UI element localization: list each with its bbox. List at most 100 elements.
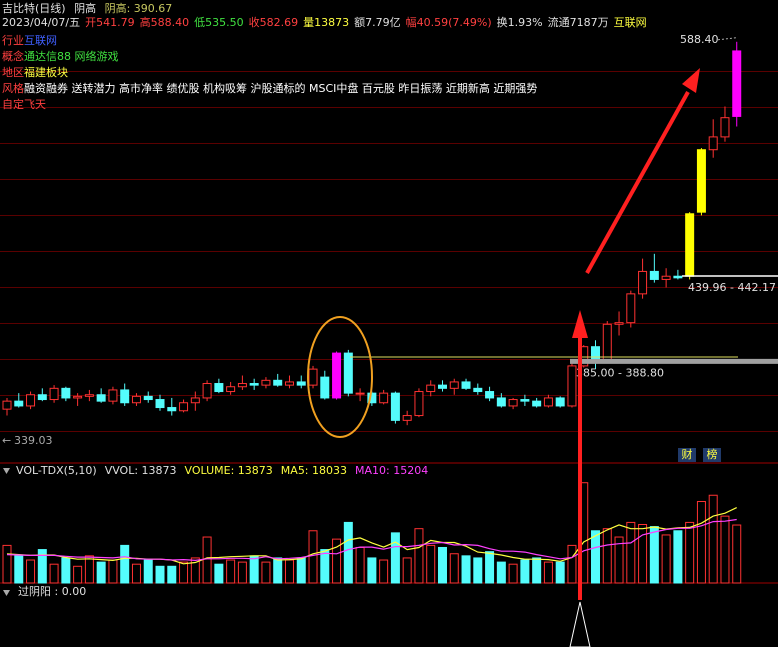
quote-item: 互联网 — [613, 16, 647, 29]
info-text: 互联网 — [24, 34, 57, 47]
candle-body — [661, 275, 671, 280]
panel-icon — [3, 590, 10, 596]
quote-item: 收582.69 — [248, 16, 299, 29]
info-text: 通达信88 网络游戏 — [24, 50, 119, 63]
volume-bar — [284, 559, 294, 584]
candle-body — [273, 379, 283, 386]
volume-bar — [485, 551, 495, 584]
info-label: 地区 — [2, 66, 24, 79]
volume-bar — [179, 561, 189, 584]
price-level-label: 439.96 - 442.17 — [688, 281, 776, 294]
volume-bar — [261, 561, 271, 584]
volume-bar — [202, 536, 212, 584]
candle-body — [155, 399, 165, 409]
volume-bar — [449, 553, 459, 584]
candle-body — [2, 400, 12, 410]
quote-item: 高588.40 — [139, 16, 190, 29]
candle-body — [249, 383, 259, 386]
candle-body — [402, 415, 412, 421]
candle-body — [96, 394, 106, 402]
candle-body — [343, 352, 353, 394]
candle-body — [567, 365, 577, 407]
volume-bar — [379, 559, 389, 584]
indicator-name: 阴高 — [74, 2, 97, 15]
candle-body — [532, 400, 542, 407]
low-label: 339.03 — [14, 434, 53, 447]
volume-bar — [520, 559, 530, 584]
candle-body — [543, 397, 553, 407]
volume-bar — [49, 563, 59, 584]
candle-body — [696, 149, 706, 213]
candle-body — [449, 381, 459, 389]
candle-body — [37, 394, 47, 401]
volume-bar — [390, 532, 400, 584]
header-row: 吉比特(日线) 阴高 阴高: 390.67 — [2, 0, 177, 16]
candle-body — [332, 352, 342, 399]
grid-background — [0, 36, 778, 462]
quote-item: 幅40.59(7.49%) — [405, 16, 492, 29]
info-line: 概念通达信88 网络游戏 — [2, 48, 124, 64]
volume-bar — [37, 549, 47, 584]
volume-bar — [591, 530, 600, 584]
info-line: 自定飞天 — [2, 96, 51, 112]
candle-body — [626, 293, 636, 324]
candle-body — [237, 383, 247, 388]
candle-body — [379, 392, 389, 404]
volume-bar — [426, 544, 436, 584]
volume-bar — [708, 494, 718, 584]
volume-bar — [473, 557, 483, 584]
signal-triangle — [569, 601, 591, 647]
volume-legend: VOL-TDX(5,10) — [16, 464, 97, 477]
candle-body — [461, 381, 471, 389]
volume-bar — [626, 521, 636, 584]
volume-bar — [320, 549, 330, 584]
volume-legend: VOLUME: 13873 — [185, 464, 273, 477]
volume-bar — [237, 561, 247, 584]
quote-item: 流通7187万 — [547, 16, 609, 29]
volume-bar — [367, 557, 377, 584]
candle-body — [284, 381, 294, 386]
arrow-head — [572, 310, 588, 338]
volume-bar — [649, 526, 659, 584]
volume-bar — [685, 521, 695, 584]
arrow-head — [682, 68, 700, 93]
candle-body — [296, 381, 306, 386]
button[interactable]: 财 — [678, 448, 696, 462]
button[interactable]: 榜 — [703, 448, 721, 462]
ma-line — [6, 507, 737, 565]
volume-bar — [226, 559, 236, 584]
candle-body — [473, 387, 483, 393]
candle-body — [202, 383, 212, 399]
volume-bar — [273, 557, 283, 584]
candle-body — [390, 392, 400, 421]
volume-bar — [61, 557, 71, 584]
volume-bar — [696, 501, 706, 584]
candle-body — [108, 389, 118, 402]
quote-row: 2023/04/07/五 开541.79 高588.40 低535.50 收582.69… — [2, 14, 652, 30]
candle-body — [614, 322, 624, 325]
volume-bar — [190, 557, 200, 584]
volume-bar — [437, 546, 447, 584]
quote-item: 换1.93% — [496, 16, 543, 29]
candle-body — [685, 213, 695, 277]
info-label: 概念 — [2, 50, 24, 63]
volume-bar — [461, 555, 471, 584]
candle-body — [591, 346, 600, 361]
candle-body — [167, 407, 177, 412]
volume-bar — [508, 563, 518, 584]
candle-body — [131, 395, 141, 404]
candle-body — [49, 387, 59, 401]
volume-bar — [661, 534, 671, 584]
candle-body — [190, 397, 200, 404]
volume-bar — [2, 544, 12, 584]
high-pointer — [717, 37, 737, 41]
volume-bar — [720, 515, 730, 584]
volume-bar — [249, 555, 259, 584]
quote-item: 开541.79 — [85, 16, 135, 29]
candle-body — [414, 391, 424, 417]
candle-body — [496, 397, 506, 407]
volume-bar — [496, 561, 506, 584]
candle-body — [214, 383, 224, 393]
volume-bar — [108, 559, 118, 584]
